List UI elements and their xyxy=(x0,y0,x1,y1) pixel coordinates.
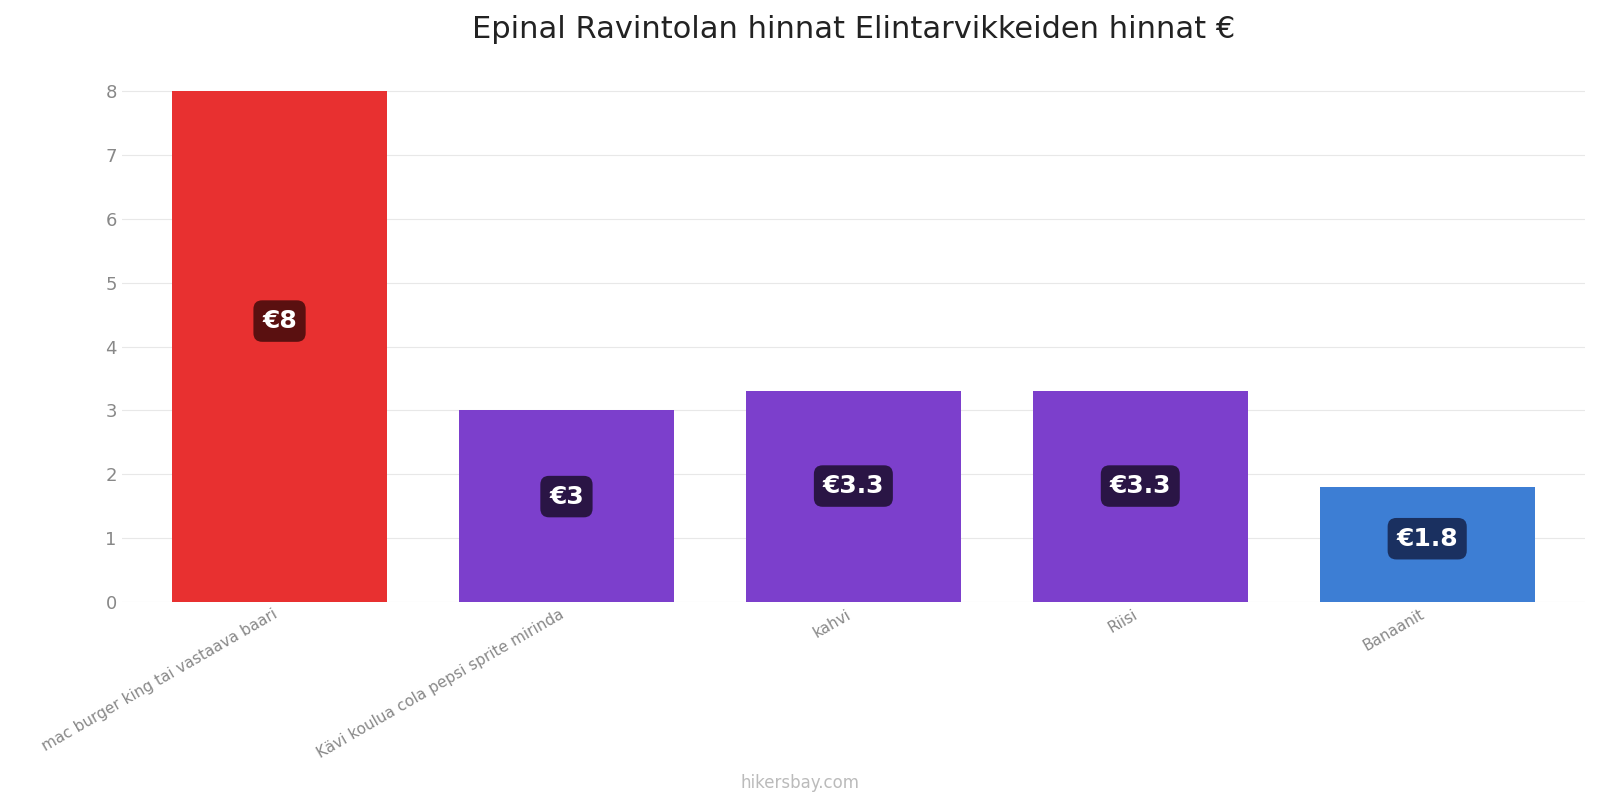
Text: €8: €8 xyxy=(262,309,298,333)
Bar xyxy=(171,91,387,602)
Text: €3.3: €3.3 xyxy=(822,474,885,498)
Bar xyxy=(746,391,962,602)
Bar xyxy=(459,410,674,602)
Text: hikersbay.com: hikersbay.com xyxy=(741,774,859,792)
Text: €3: €3 xyxy=(549,485,584,509)
Bar xyxy=(1320,487,1534,602)
Text: €3.3: €3.3 xyxy=(1109,474,1171,498)
Bar xyxy=(1032,391,1248,602)
Title: Epinal Ravintolan hinnat Elintarvikkeiden hinnat €: Epinal Ravintolan hinnat Elintarvikkeide… xyxy=(472,15,1235,44)
Text: €1.8: €1.8 xyxy=(1397,526,1458,550)
